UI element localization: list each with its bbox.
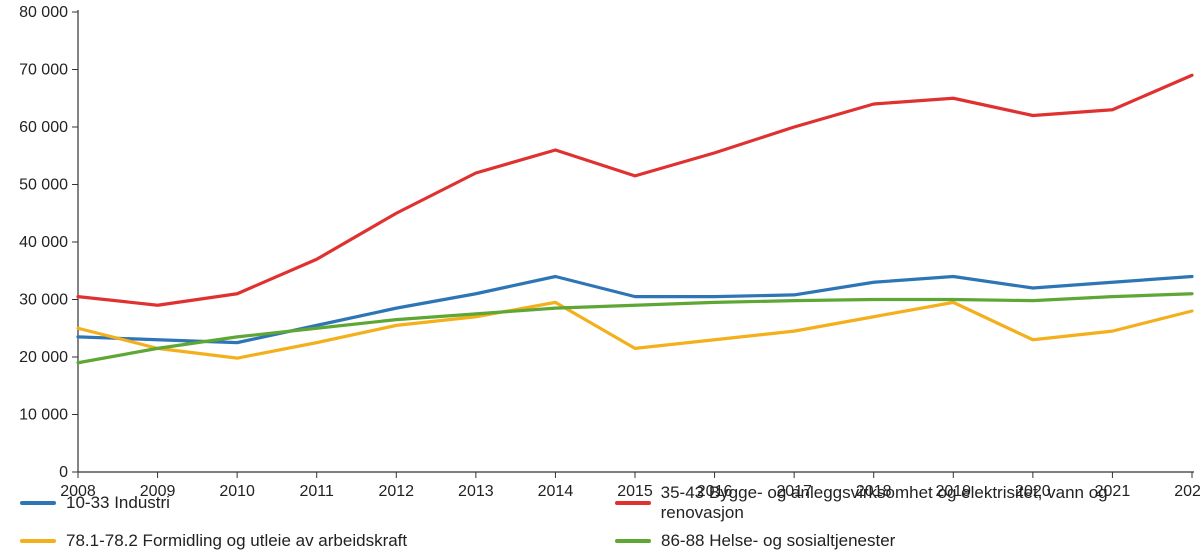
y-tick-label: 70 000	[19, 62, 68, 79]
legend-item-industri: 10-33 Industri	[20, 483, 595, 523]
chart-container: 0 10 000 20 000 30 000 40 000 50 000 60 000 70 …	[0, 0, 1200, 559]
legend-label: 35-43 Bygge- og anleggsvirksomhet og ele…	[661, 483, 1190, 523]
legend-item-bygg: 35-43 Bygge- og anleggsvirksomhet og ele…	[615, 483, 1190, 523]
legend-swatch	[20, 539, 56, 543]
legend-item-helse: 86-88 Helse- og sosialtjenester	[615, 531, 1190, 551]
legend-swatch	[615, 539, 651, 543]
series-helse	[78, 294, 1192, 363]
y-tick-label: 80 000	[19, 4, 68, 21]
y-tick-label: 10 000	[19, 407, 68, 424]
legend-item-formidling: 78.1-78.2 Formidling og utleie av arbeid…	[20, 531, 595, 551]
line-chart: 0 10 000 20 000 30 000 40 000 50 000 60 000 70 …	[0, 0, 1200, 500]
y-tick-label: 60 000	[19, 119, 68, 136]
y-tick-label: 40 000	[19, 234, 68, 251]
series-industri	[78, 277, 1192, 343]
y-tick-label: 30 000	[19, 292, 68, 309]
legend: 10-33 Industri 35-43 Bygge- og anleggsvir…	[20, 483, 1190, 551]
y-tick-label: 50 000	[19, 177, 68, 194]
y-tick-label: 20 000	[19, 349, 68, 366]
legend-swatch	[20, 501, 56, 505]
legend-label: 78.1-78.2 Formidling og utleie av arbeid…	[66, 531, 407, 551]
legend-label: 10-33 Industri	[66, 493, 170, 513]
legend-label: 86-88 Helse- og sosialtjenester	[661, 531, 895, 551]
series-formidling	[78, 302, 1192, 358]
y-tick-label: 0	[59, 464, 68, 481]
series-bygg	[78, 75, 1192, 305]
y-axis-ticks: 0 10 000 20 000 30 000 40 000 50 000 60 000 70 …	[19, 4, 78, 481]
legend-swatch	[615, 501, 651, 505]
